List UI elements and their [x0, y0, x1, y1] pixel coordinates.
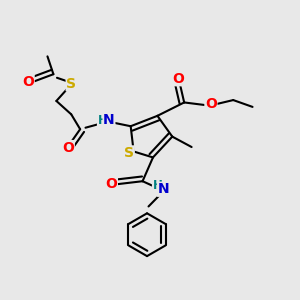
Text: O: O [62, 141, 74, 154]
Text: O: O [22, 75, 34, 88]
Text: H: H [152, 179, 162, 192]
Text: O: O [172, 72, 184, 86]
Text: N: N [103, 113, 115, 127]
Text: H: H [98, 114, 107, 127]
Text: O: O [105, 177, 117, 191]
Text: N: N [158, 182, 169, 196]
Text: S: S [66, 77, 76, 91]
Text: S: S [124, 146, 134, 160]
Text: O: O [205, 97, 217, 111]
